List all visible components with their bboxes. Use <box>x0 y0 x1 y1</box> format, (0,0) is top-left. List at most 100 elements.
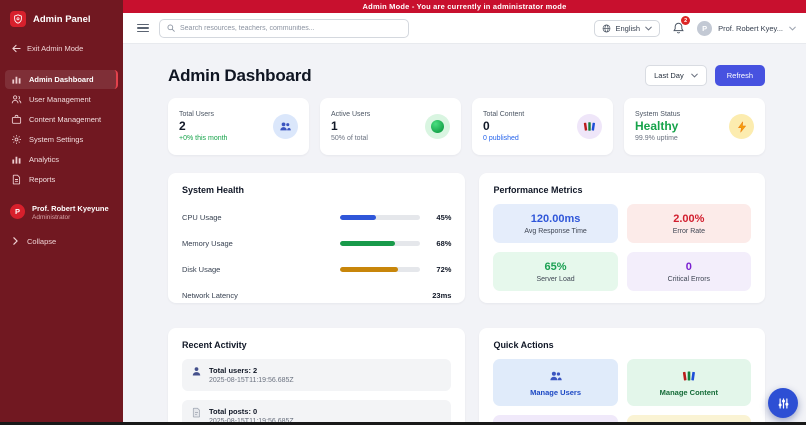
green-dot-icon <box>425 114 450 139</box>
app-title: Admin Panel <box>33 13 91 25</box>
collapse-label: Collapse <box>27 236 57 246</box>
search-input[interactable] <box>180 24 401 32</box>
page-icon <box>192 407 200 418</box>
bar-chart-icon <box>12 156 21 164</box>
admin-mode-banner: Admin Mode - You are currently in admini… <box>123 0 806 13</box>
document-icon <box>12 174 21 185</box>
stat-value: 1 <box>331 118 338 133</box>
sidebar-item-label: Reports <box>29 175 56 184</box>
avatar: P <box>10 204 25 219</box>
sidebar-item-reports[interactable]: Reports <box>5 170 118 189</box>
system-health-panel: System Health CPU Usage 45% Memory Usage… <box>168 173 466 303</box>
sidebar-item-label: User Management <box>29 95 91 104</box>
manage-content-button[interactable]: Manage Content <box>626 359 751 406</box>
panel-title: Quick Actions <box>493 340 554 350</box>
activity-item: Total users: 2 2025-08-15T11:19:56.685Z <box>182 359 452 391</box>
gear-icon <box>12 135 21 144</box>
user-menu[interactable]: P Prof. Robert Kyey... <box>697 20 796 36</box>
profile-name: Prof. Robert Kyeyune <box>32 204 109 213</box>
sidebar-item-label: Content Management <box>29 115 102 124</box>
notifications-button[interactable]: 2 <box>672 16 691 35</box>
hamburger-menu-icon[interactable] <box>137 21 149 34</box>
activity-item: Total posts: 0 2025-08-15T11:19:56.685Z <box>182 400 452 425</box>
settings-action-button[interactable] <box>626 415 751 425</box>
stat-card-active-users: Active Users 1 50% of total <box>320 98 461 155</box>
stat-subtext: 99.9% uptime <box>635 135 678 143</box>
shield-icon <box>10 11 26 27</box>
health-metric-cpu: CPU Usage 45% <box>182 212 452 222</box>
stat-card-total-users: Total Users 2 +0% this month <box>168 98 309 155</box>
sidebar-item-content-management[interactable]: Content Management <box>5 110 118 129</box>
sidebar-item-system-settings[interactable]: System Settings <box>5 130 118 149</box>
user-icon <box>192 367 201 376</box>
date-range-value: Last Day <box>654 71 684 80</box>
stat-subtext: +0% this month <box>179 135 228 143</box>
books-icon <box>682 371 695 381</box>
stat-label: Total Content <box>483 110 525 118</box>
main-content: Admin Dashboard Last Day Refresh Total U… <box>123 44 806 425</box>
stat-card-total-content: Total Content 0 0 published <box>472 98 613 155</box>
date-range-select[interactable]: Last Day <box>645 65 707 86</box>
panel-title: Recent Activity <box>182 340 247 350</box>
collapse-button[interactable]: Collapse <box>12 237 111 246</box>
health-metric-memory: Memory Usage 68% <box>182 238 452 248</box>
app-logo: Admin Panel <box>0 0 123 28</box>
analytics-action-button[interactable] <box>493 415 618 425</box>
translate-icon <box>602 24 610 32</box>
avatar: P <box>697 20 713 36</box>
sliders-icon <box>778 397 788 409</box>
notification-badge: 2 <box>681 16 691 25</box>
briefcase-icon <box>11 114 22 124</box>
stat-card-system-status: System Status Healthy 99.9% uptime <box>624 98 765 155</box>
sidebar-profile[interactable]: P Prof. Robert Kyeyune Administrator <box>10 204 113 221</box>
progress-bar <box>340 214 421 220</box>
chevron-down-icon <box>690 73 698 78</box>
user-name: Prof. Robert Kyey... <box>718 23 783 33</box>
metric-tile-error-rate: 2.00% Error Rate <box>626 204 751 243</box>
progress-bar <box>340 266 421 272</box>
search-box[interactable] <box>159 18 409 38</box>
window-bottom-edge <box>0 422 806 425</box>
stat-subtext: 50% of total <box>331 135 368 143</box>
exit-admin-mode-button[interactable]: Exit Admin Mode <box>12 42 111 54</box>
chevron-down-icon <box>645 26 652 31</box>
metric-tile-response-time: 120.00ms Avg Response Time <box>493 204 618 243</box>
sidebar-item-admin-dashboard[interactable]: Admin Dashboard <box>5 70 118 89</box>
chevron-right-icon <box>13 237 18 246</box>
stat-label: Active Users <box>331 110 371 118</box>
accessibility-widget-button[interactable] <box>768 388 798 418</box>
users-icon <box>549 371 562 381</box>
profile-role: Administrator <box>32 213 71 221</box>
progress-bar <box>340 240 421 246</box>
lightning-icon <box>729 114 754 139</box>
search-icon <box>167 24 175 32</box>
users-icon <box>273 114 298 139</box>
manage-users-button[interactable]: Manage Users <box>493 359 618 406</box>
panel-title: System Health <box>182 185 245 195</box>
recent-activity-panel: Recent Activity Total users: 2 2025-08-1… <box>168 328 466 425</box>
stats-row: Total Users 2 +0% this month Active User… <box>168 98 765 155</box>
users-icon <box>11 95 22 104</box>
sidebar-item-label: Admin Dashboard <box>29 75 94 84</box>
metric-tile-critical-errors: 0 Critical Errors <box>626 252 751 291</box>
stat-label: System Status <box>635 110 681 118</box>
stat-value: 2 <box>179 118 186 133</box>
refresh-button[interactable]: Refresh <box>714 65 765 86</box>
stat-subtext: 0 published <box>483 135 519 143</box>
sidebar-item-user-management[interactable]: User Management <box>5 90 118 109</box>
sidebar: Admin Panel Exit Admin Mode Admin Dashbo… <box>0 0 123 425</box>
performance-metrics-panel: Performance Metrics 120.00ms Avg Respons… <box>479 173 765 303</box>
health-metric-disk: Disk Usage 72% <box>182 264 452 274</box>
chevron-down-icon <box>789 26 796 31</box>
books-icon <box>577 114 602 139</box>
stat-value: 0 <box>483 118 490 133</box>
language-label: English <box>615 23 641 33</box>
sidebar-item-label: System Settings <box>29 135 84 144</box>
stat-label: Total Users <box>179 110 215 118</box>
arrow-left-icon <box>12 44 21 52</box>
language-selector[interactable]: English <box>593 19 661 37</box>
sidebar-item-label: Analytics <box>29 155 60 164</box>
sidebar-item-analytics[interactable]: Analytics <box>5 150 118 169</box>
panel-title: Performance Metrics <box>493 185 583 195</box>
health-metric-latency: Network Latency 23ms <box>182 290 452 300</box>
